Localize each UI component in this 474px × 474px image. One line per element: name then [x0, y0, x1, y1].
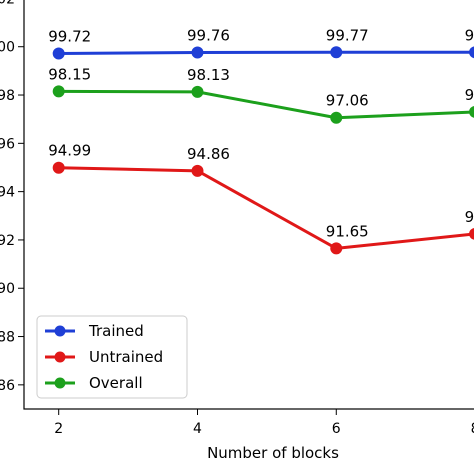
y-tick-label: 88: [0, 330, 15, 346]
series-line-trained: [58, 50, 474, 55]
legend: Trained Untrained Overall: [36, 315, 188, 399]
data-label-untrained: 94.99: [48, 142, 91, 160]
data-point-untrained: [330, 242, 343, 255]
data-point-overall: [330, 111, 343, 124]
y-tick-label: 94: [0, 185, 15, 201]
data-label-trained: 99.77: [326, 26, 369, 44]
legend-box: [36, 315, 188, 399]
x-tick-label: 8: [471, 421, 474, 437]
data-label-trained: 99.76: [187, 27, 230, 45]
data-point-trained: [52, 47, 65, 60]
legend-marker-trained: [54, 325, 66, 337]
y-tick-label: 86: [0, 378, 15, 394]
legend-label-trained: Trained: [88, 322, 144, 340]
legend-label-overall: Overall: [89, 374, 143, 392]
y-tick-label: 98: [0, 88, 15, 104]
data-point-trained: [191, 46, 204, 59]
series-line-overall: [58, 89, 474, 120]
data-label-untrained: 94.86: [187, 145, 230, 163]
data-label-overall: 98.13: [187, 66, 230, 84]
data-labels: 99.72 99.76 99.77 99.77 94.99 94.86 91.65 92.25…: [48, 26, 474, 240]
legend-marker-overall: [54, 377, 66, 389]
data-label-untrained: 91.65: [326, 222, 369, 240]
data-point-untrained: [191, 164, 204, 177]
x-axis-label: Number of blocks: [207, 444, 339, 462]
data-point-untrained: [52, 161, 65, 174]
legend-marker-untrained: [54, 351, 66, 363]
x-tick-label: 6: [332, 421, 341, 437]
data-point-untrained: [469, 227, 474, 240]
data-label-overall: 97.30: [465, 86, 474, 104]
series-line-untrained: [58, 166, 474, 250]
y-tick-label: 100: [0, 40, 15, 56]
x-tick-label: 4: [193, 421, 202, 437]
data-label-trained: 99.72: [48, 27, 91, 45]
y-axis: 86 88 90 92 94 96 98 100 102: [0, 0, 24, 394]
y-tick-label: 102: [0, 0, 15, 7]
data-point-overall: [52, 85, 65, 98]
data-label-trained: 99.77: [465, 26, 474, 44]
series-group: [52, 46, 474, 255]
x-axis: 2 4 6 8: [54, 409, 474, 437]
data-label-untrained: 92.25: [465, 208, 474, 226]
legend-label-untrained: Untrained: [89, 348, 163, 366]
data-point-overall: [191, 85, 204, 98]
x-tick-label: 2: [54, 421, 63, 437]
data-point-overall: [469, 106, 474, 118]
data-point-trained: [469, 46, 474, 59]
data-label-overall: 97.06: [326, 92, 369, 110]
data-label-overall: 98.15: [48, 65, 91, 83]
data-point-trained: [330, 46, 343, 59]
y-tick-label: 90: [0, 281, 15, 297]
y-tick-label: 92: [0, 233, 15, 249]
plot-frame: [23, 0, 474, 410]
y-tick-label: 96: [0, 136, 15, 152]
